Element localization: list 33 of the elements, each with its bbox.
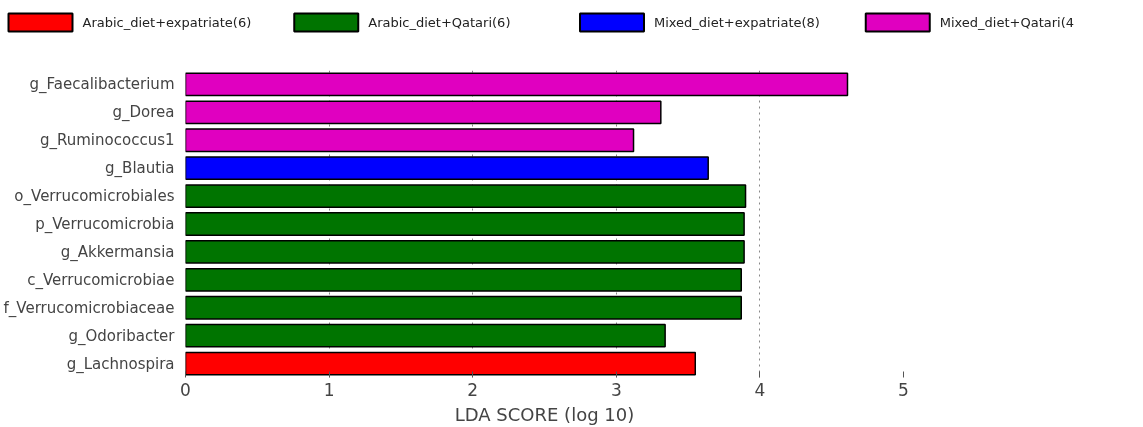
y-tick-label: g_Ruminococcus1 [39,131,175,151]
x-tick-label: 1 [323,379,335,400]
x-tick-label: 2 [467,379,479,400]
bar [185,156,709,181]
bar [185,295,742,320]
y-tick-label: p_Verrucomicrobia [35,215,175,234]
y-tick-label: g_Akkermansia [60,242,175,262]
legend-label: Arabic_diet+expatriate(6) [82,15,252,30]
y-tick-label: g_Dorea [112,103,175,123]
x-axis-title: LDA SCORE (log 10) [454,403,635,425]
bar [185,351,697,376]
y-tick-label: g_Blautia [105,159,175,179]
x-tick-label: 0 [180,379,191,400]
bar [185,184,747,208]
bar [185,212,745,236]
y-tick-label: f_Verrucomicrobiaceae [3,298,175,318]
y-tick-label: g_Odoribacter [68,326,176,346]
legend-label: Mixed_diet+Qatari(4 [939,15,1075,30]
bar [185,72,849,97]
y-tick-label: g_Faecalibacterium [29,75,175,95]
x-tick-label: 5 [898,379,909,400]
bar [185,100,662,125]
x-tick-label: 3 [610,379,622,400]
y-tick-label: c_Verrucomicrobiae [27,270,175,290]
y-tick-label: g_Lachnospira [66,354,175,374]
y-tick-label: o_Verrucomicrobiales [14,187,175,207]
legend-label: Arabic_diet+Qatari(6) [368,15,511,30]
bar [185,240,745,264]
bar [185,267,742,292]
bar [185,323,666,348]
legend-label: Mixed_diet+expatriate(8) [654,15,820,30]
x-tick-label: 4 [754,379,766,400]
bar [185,128,635,153]
